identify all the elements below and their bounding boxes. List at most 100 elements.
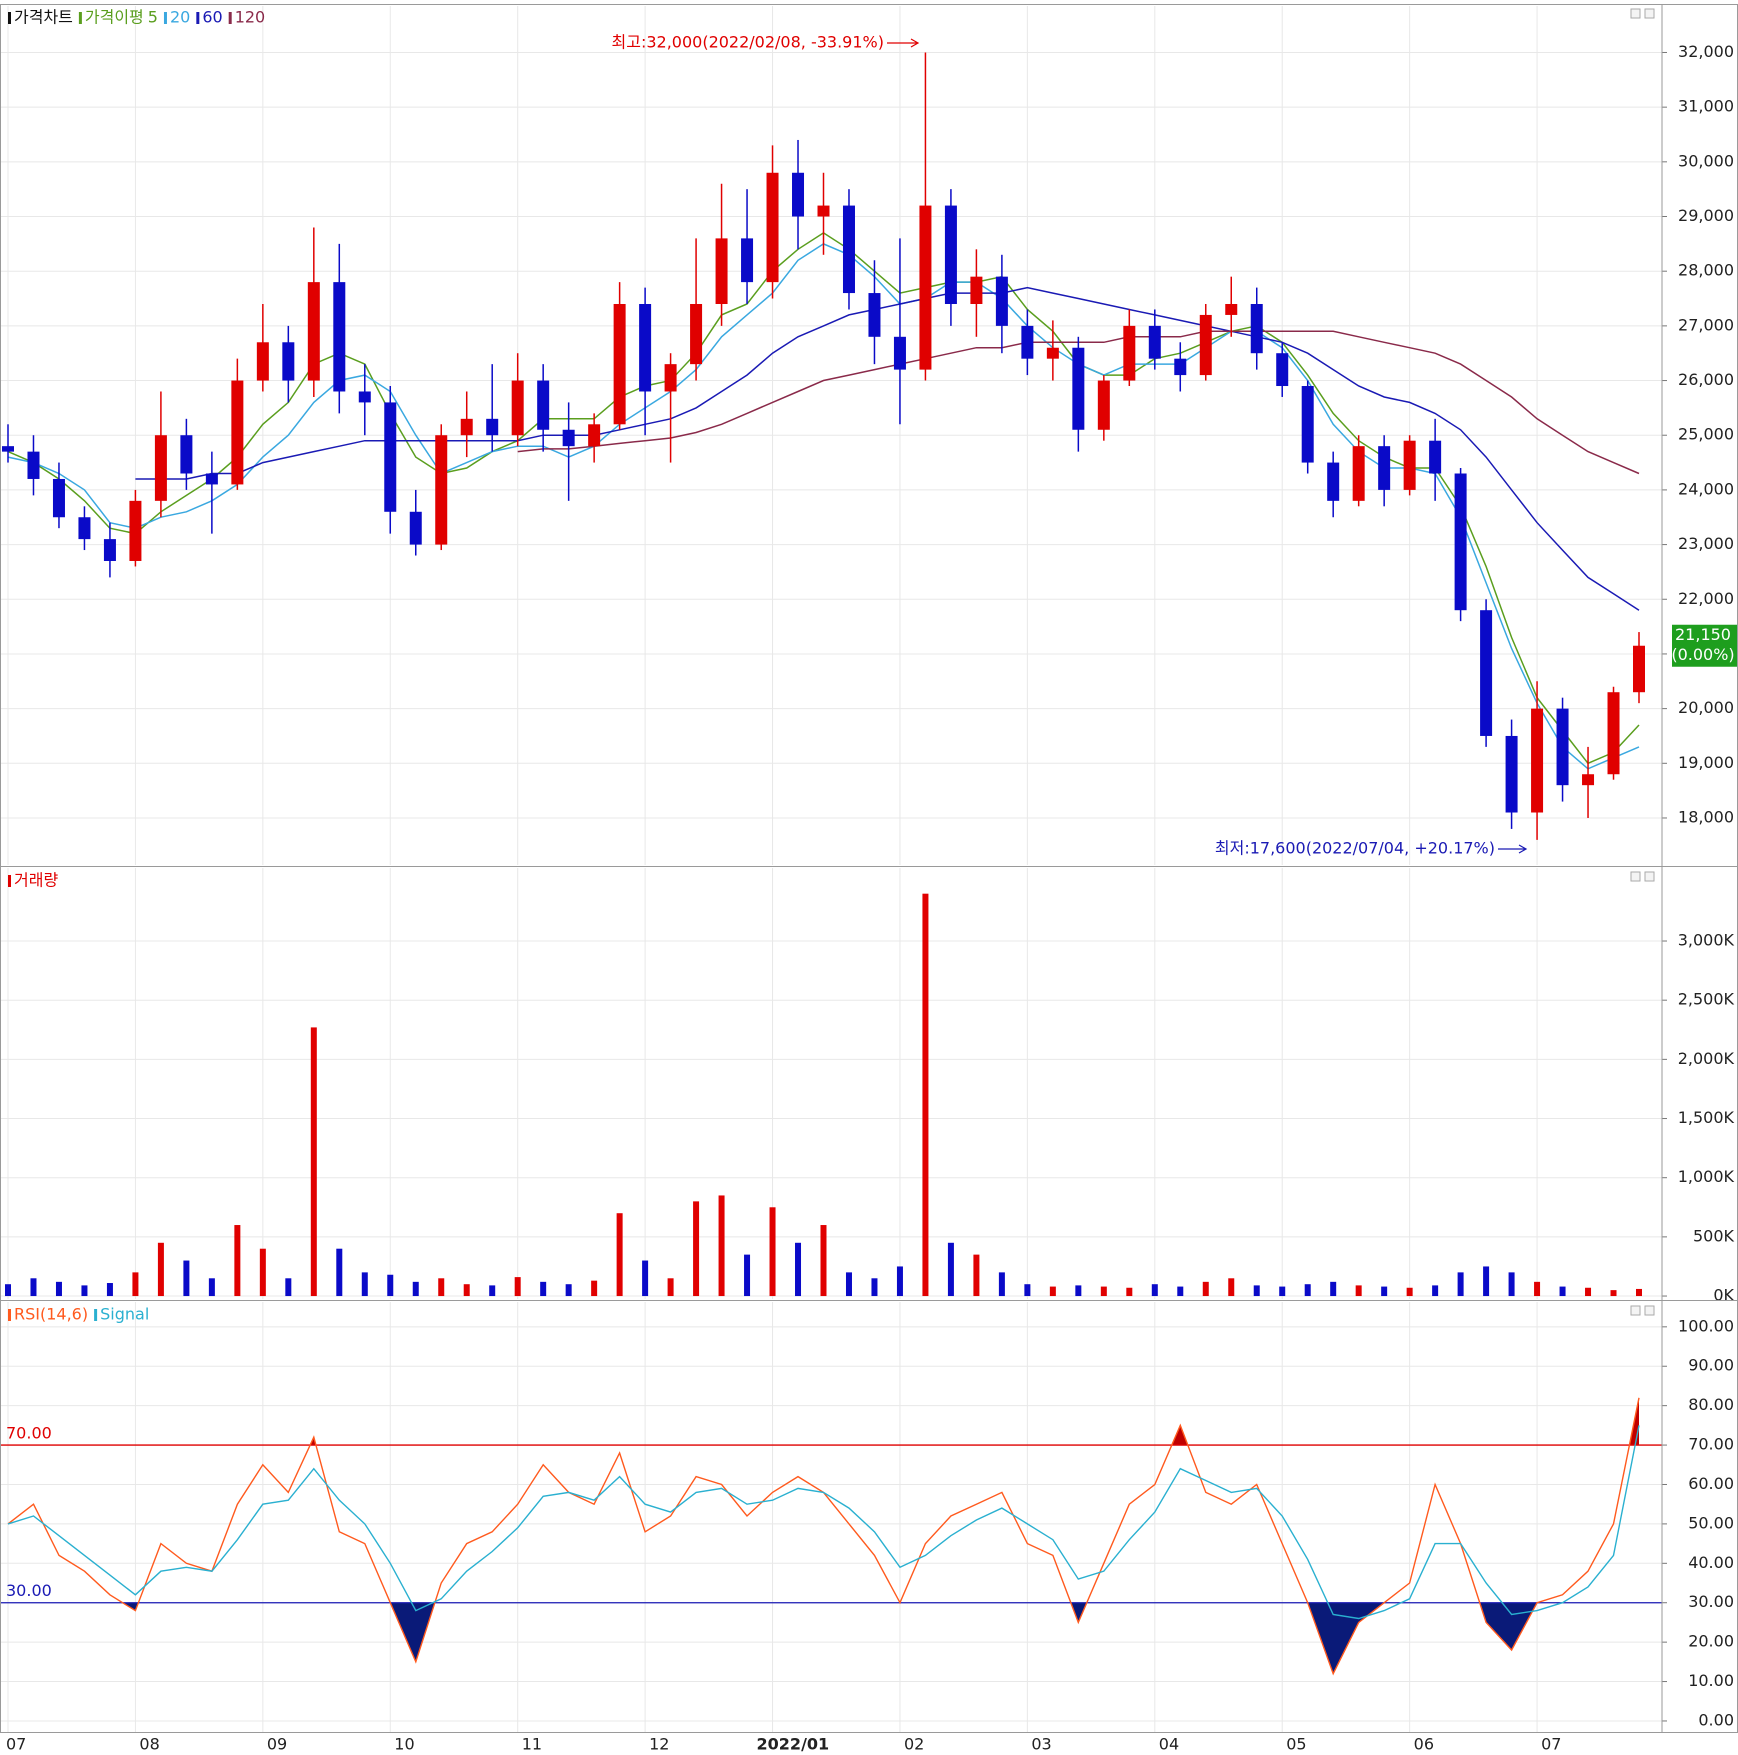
volume-bar [871, 1278, 878, 1297]
volume-bar [1381, 1286, 1388, 1297]
volume-bar [55, 1281, 62, 1297]
annotation: 최저:17,600(2022/07/04, +20.17%) [1215, 839, 1495, 858]
volume-bar [489, 1285, 496, 1297]
candle-body [2, 446, 14, 452]
candle-body [1301, 386, 1314, 463]
volume-bar [540, 1281, 547, 1297]
volume-bar [998, 1272, 1005, 1297]
x-tick-label: 07 [6, 1735, 26, 1754]
volume-bar [208, 1278, 215, 1297]
volume-bar [1075, 1285, 1082, 1297]
candle-body [690, 303, 703, 365]
y-tick-label: 1,500K [1678, 1108, 1735, 1127]
volume-bar [1100, 1286, 1107, 1297]
last-price-label: 21,150 [1675, 625, 1731, 644]
indicator-line [7, 1425, 1640, 1620]
volume-bar [1559, 1286, 1566, 1297]
legend-marker [94, 1309, 98, 1321]
legend-marker [8, 875, 11, 887]
y-tick-label: 20.00 [1688, 1632, 1734, 1651]
candle-body [766, 172, 779, 283]
candle-body [180, 435, 193, 474]
last-price-box [1672, 624, 1738, 667]
candle-body [1403, 440, 1416, 490]
y-tick-label: 31,000 [1678, 97, 1734, 116]
volume-bar [769, 1207, 776, 1297]
volume-bar [81, 1285, 88, 1297]
volume-bar [387, 1274, 394, 1297]
volume-bar [1126, 1287, 1133, 1297]
volume-bar [693, 1201, 700, 1297]
volume-bar [463, 1284, 470, 1297]
y-tick-label: 90.00 [1688, 1356, 1734, 1375]
volume-bar [5, 1284, 11, 1297]
x-tick-label: 06 [1414, 1735, 1434, 1754]
volume-bar [947, 1242, 954, 1297]
candle-body [1327, 462, 1340, 501]
volume-bar [1202, 1281, 1209, 1297]
y-tick-label: 32,000 [1678, 42, 1734, 61]
legend-label: 가격이평 [85, 8, 144, 27]
legend-label: 20 [170, 8, 190, 27]
candle-body [817, 205, 830, 217]
y-tick-label: 50.00 [1688, 1513, 1734, 1532]
candle-body [103, 539, 116, 561]
volume-bar [565, 1284, 572, 1297]
legend-marker [8, 1309, 11, 1321]
y-tick-label: 500K [1693, 1226, 1735, 1245]
close-icon[interactable] [1644, 871, 1655, 882]
legend-label: 60 [202, 8, 222, 27]
legend-label: 5 [148, 8, 158, 27]
candle-body [27, 451, 40, 479]
candle-body [944, 205, 957, 304]
legend-marker [196, 12, 200, 24]
volume-bar [157, 1242, 164, 1297]
candle-body [842, 205, 855, 294]
volume-bar [412, 1281, 419, 1297]
minimize-icon[interactable] [1630, 1305, 1641, 1316]
volume-bar [1151, 1284, 1158, 1297]
y-tick-label: 24,000 [1678, 479, 1734, 498]
y-tick-label: 40.00 [1688, 1553, 1734, 1572]
candle-body [562, 429, 575, 447]
y-tick-label: 100.00 [1678, 1316, 1734, 1335]
y-tick-label: 0K [1713, 1286, 1734, 1305]
close-icon[interactable] [1644, 1305, 1655, 1316]
minimize-icon[interactable] [1630, 8, 1641, 19]
y-tick-label: 3,000K [1678, 931, 1735, 950]
candle-body [1582, 774, 1595, 786]
volume-bar [1304, 1284, 1311, 1297]
close-icon[interactable] [1644, 8, 1655, 19]
volume-bar [973, 1254, 980, 1297]
minimize-icon[interactable] [1630, 871, 1641, 882]
candle-body [1480, 610, 1493, 736]
legend-label: Signal [100, 1305, 149, 1324]
candle-body [715, 238, 728, 304]
candle-body [205, 473, 218, 485]
x-tick-label: 02 [904, 1735, 924, 1754]
volume-bar [1610, 1290, 1617, 1297]
candle-body [868, 293, 881, 337]
x-tick-label: 08 [139, 1735, 159, 1754]
volume-bar [795, 1242, 802, 1297]
candle-body [664, 364, 677, 392]
candle-body [537, 380, 550, 430]
legend-marker [8, 12, 11, 24]
volume-bar [1585, 1287, 1592, 1297]
candle-body [129, 500, 142, 561]
candle-body [52, 478, 65, 518]
candle-body [435, 435, 448, 545]
candle-body [639, 303, 652, 392]
y-tick-label: 29,000 [1678, 206, 1734, 225]
volume-bar [642, 1260, 649, 1297]
candle-body [1378, 446, 1391, 490]
candle-body [1046, 347, 1059, 359]
y-tick-label: 23,000 [1678, 534, 1734, 553]
volume-bar [1355, 1285, 1362, 1297]
annotation-arrow [887, 38, 920, 48]
volume-bar [718, 1195, 725, 1297]
volume-bar [1483, 1266, 1490, 1297]
legend-marker [228, 12, 232, 24]
